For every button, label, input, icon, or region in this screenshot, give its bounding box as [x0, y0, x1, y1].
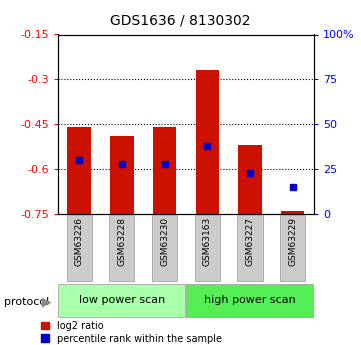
- Text: GSM63163: GSM63163: [203, 217, 212, 266]
- Bar: [153, 127, 176, 214]
- Bar: [281, 211, 304, 214]
- Text: GSM63228: GSM63228: [117, 217, 126, 266]
- Legend: log2 ratio, percentile rank within the sample: log2 ratio, percentile rank within the s…: [41, 321, 222, 344]
- Text: low power scan: low power scan: [79, 295, 165, 305]
- Text: ▶: ▶: [42, 295, 51, 308]
- FancyBboxPatch shape: [152, 215, 177, 281]
- Text: GSM63230: GSM63230: [160, 217, 169, 266]
- FancyBboxPatch shape: [66, 215, 92, 281]
- FancyBboxPatch shape: [58, 284, 186, 317]
- Text: protocol: protocol: [4, 297, 49, 307]
- Bar: [238, 145, 262, 214]
- Text: GSM63226: GSM63226: [75, 217, 84, 266]
- Bar: [68, 127, 91, 214]
- Text: GSM63229: GSM63229: [288, 217, 297, 266]
- FancyBboxPatch shape: [280, 215, 305, 281]
- FancyBboxPatch shape: [195, 215, 220, 281]
- FancyBboxPatch shape: [186, 284, 314, 317]
- FancyBboxPatch shape: [238, 215, 262, 281]
- Bar: [110, 136, 134, 214]
- Text: GSM63227: GSM63227: [245, 217, 255, 266]
- FancyBboxPatch shape: [109, 215, 134, 281]
- Text: GDS1636 / 8130302: GDS1636 / 8130302: [110, 14, 251, 28]
- Bar: [196, 70, 219, 214]
- Text: high power scan: high power scan: [204, 295, 296, 305]
